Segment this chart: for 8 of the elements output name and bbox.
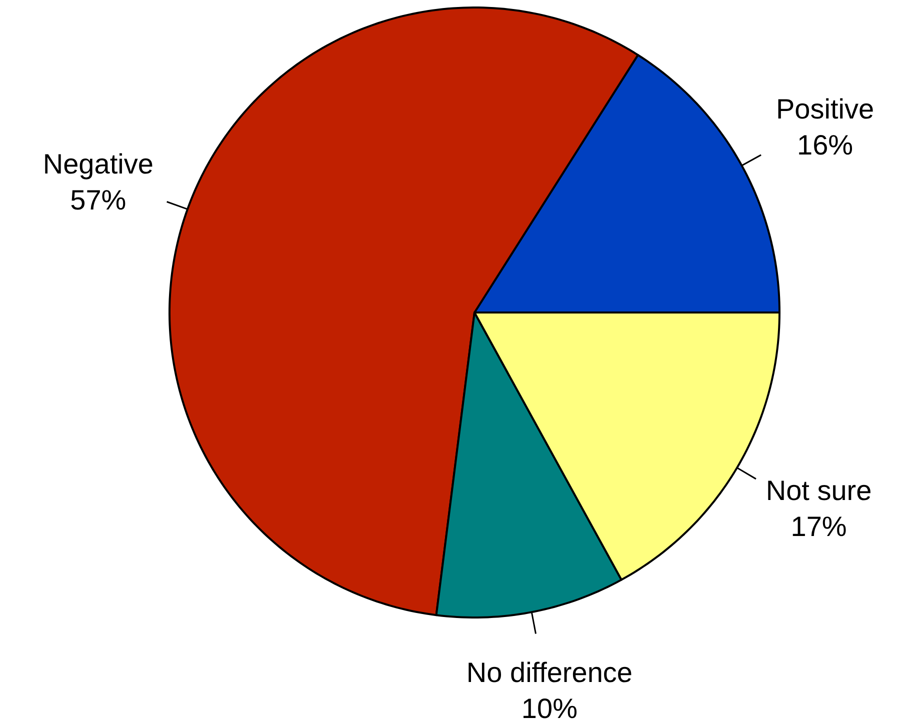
slice-label: Positive — [776, 94, 874, 125]
data-label: 57% — [70, 184, 126, 216]
data-label: 16% — [797, 130, 854, 161]
data-label: 10% — [521, 693, 578, 724]
data-label: 17% — [790, 510, 847, 542]
slice-label: No difference — [466, 657, 632, 688]
slice-label: Not sure — [766, 474, 872, 506]
slice-label: Negative — [42, 148, 154, 180]
